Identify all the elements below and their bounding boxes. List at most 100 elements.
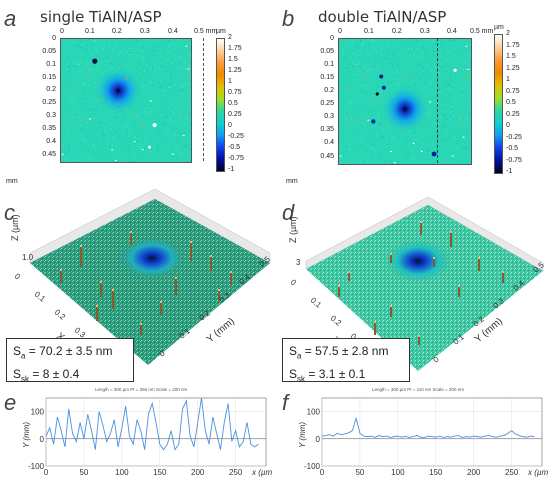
colorbar-tick: 1.75 [506, 41, 520, 49]
colorbar-tick: 2 [506, 30, 510, 37]
colorbar-unit: µm [494, 24, 504, 31]
map-ytick: 0 [52, 35, 56, 42]
surface-spike-cap [80, 245, 82, 247]
surface-spike-cap [374, 321, 376, 323]
map-ytick: 0.15 [320, 74, 334, 82]
panel-c-letter: c [4, 200, 15, 225]
z-axis-label-c: Z (µm) [10, 214, 20, 241]
surface-spike [80, 245, 82, 267]
x-tick-label: 50 [355, 468, 364, 477]
plot-area [321, 397, 543, 467]
colorbar-tick: 1.5 [506, 53, 516, 60]
y-tick-label: 0 [40, 435, 45, 444]
surface-spike-cap [160, 301, 162, 303]
panel-d-letter: d [282, 200, 295, 225]
surface-spike [218, 289, 220, 301]
stats-d-sa: Sa = 57.5 ± 2.8 nm [289, 344, 389, 361]
map-ytick: 0.25 [320, 100, 334, 108]
colorbar-tick: -1 [506, 168, 513, 175]
map-ytick: 0 [330, 35, 334, 42]
y-axis-label: Y (mm) [298, 422, 307, 448]
y-tick-label: -100 [28, 462, 45, 471]
axis3d-tick: 0.1 [33, 290, 48, 304]
map-b-image [338, 38, 472, 165]
map-ytick: 0.45 [320, 152, 334, 160]
colorbar-tick: -0.5 [506, 145, 519, 152]
surface-spike [96, 305, 98, 321]
surface-spike-cap [390, 253, 392, 255]
profile-f-header: Length = 300 µm Pt = 110 nm Scale = 200 … [372, 387, 464, 392]
colorbar-tick: -0.75 [228, 155, 244, 162]
height-map-a: 0 0.1 0.2 0.3 0.4 0.5 mm mm [0, 0, 270, 190]
map-b-xtick: 0 [338, 28, 342, 35]
surface-spike [458, 285, 460, 297]
colorbar-tick: -0.5 [228, 144, 241, 151]
surface-d-spikes [338, 221, 504, 345]
surface-spike [478, 257, 480, 271]
surface-spike-cap [100, 281, 102, 283]
colorbar-tick: -0.25 [228, 133, 244, 140]
surface-spike [140, 323, 142, 335]
surface-spike-cap [218, 289, 220, 291]
colorbar-tick: -1 [228, 166, 235, 173]
surface-spike [433, 257, 435, 267]
stats-box-d: Sa = 57.5 ± 2.8 nm Ssk = 3.1 ± 0.1 [282, 338, 410, 384]
panel-f-letter: f [282, 390, 289, 415]
colorbar-tick: 0.75 [506, 87, 520, 95]
map-ytick: 0.1 [324, 61, 334, 69]
x-tick-label: 200 [467, 468, 481, 477]
surface-spike [60, 269, 62, 283]
surface-spike-cap [502, 271, 504, 273]
panel-e-letter: e [4, 390, 17, 415]
surface-spike [130, 231, 132, 245]
stats-box-c: Sa = 70.2 ± 3.5 nm Ssk = 8 ± 0.4 [6, 338, 134, 384]
surface-c-floor [30, 199, 270, 365]
x-tick-label: 150 [429, 468, 443, 477]
map-ytick: 0.2 [46, 86, 56, 94]
z-tick-d: 3 [296, 258, 301, 267]
surface-spike [374, 321, 376, 335]
z-axis-label-d: Z (µm) [288, 216, 298, 243]
map-a-xtick: 0.4 [168, 28, 178, 35]
map-a-xtick: 0.5 mm [194, 28, 218, 35]
y-axis-label-c: Y (mm) [205, 316, 237, 345]
colorbar-tick: 0.25 [506, 110, 520, 118]
y-tick-label: 100 [307, 408, 321, 417]
surface-spike-cap [390, 305, 392, 307]
stats-d-ssk: Ssk = 3.1 ± 0.1 [289, 367, 366, 384]
stats-c-sa: Sa = 70.2 ± 3.5 nm [13, 344, 113, 361]
colorbar-gradient [216, 38, 225, 172]
map-ytick: 0.45 [42, 150, 56, 158]
surface-spike-cap [433, 257, 435, 259]
surface-spike-cap [348, 271, 350, 273]
panel-b-title: double TiAlN/ASP [318, 8, 447, 26]
surface-spike-cap [96, 305, 98, 307]
map-ytick: 0.4 [324, 139, 334, 147]
z-tick-c: 1.0 [22, 253, 34, 262]
surface-spike-cap [338, 285, 340, 287]
plot-area [45, 397, 267, 467]
map-ytick: 0.35 [42, 125, 56, 132]
colorbar-tick: 1 [228, 78, 232, 85]
map-b-yunit: mm [286, 178, 298, 185]
colorbar-tick: 0.25 [228, 111, 242, 118]
map-b-xtick: 0.2 [392, 28, 402, 35]
map-ytick: 0.3 [324, 113, 334, 121]
panel-a-title: single TiAlN/ASP [40, 8, 162, 26]
x-tick-label: 50 [79, 468, 88, 477]
map-a-yticks: 0 0.05 0.1 0.15 0.2 0.25 0.3 0.35 0.4 0.45 [30, 35, 58, 168]
colorbar-gradient [494, 34, 503, 174]
surface-spike-cap [130, 231, 132, 233]
surface-spike [418, 335, 420, 345]
axis3d-tick: 0.2 [53, 308, 68, 322]
map-ytick: 0.05 [42, 47, 56, 55]
surface-spike-cap [190, 241, 192, 243]
surface-d-crater [384, 239, 452, 283]
x-tick-label: 0 [44, 468, 49, 477]
x-tick-label: 250 [229, 468, 243, 477]
map-ytick: 0.3 [46, 112, 56, 120]
x-tick-label: 200 [191, 468, 205, 477]
surface-spike [210, 255, 212, 271]
x-tick-label: 0 [320, 468, 325, 477]
map-ytick: 0.25 [42, 99, 56, 107]
